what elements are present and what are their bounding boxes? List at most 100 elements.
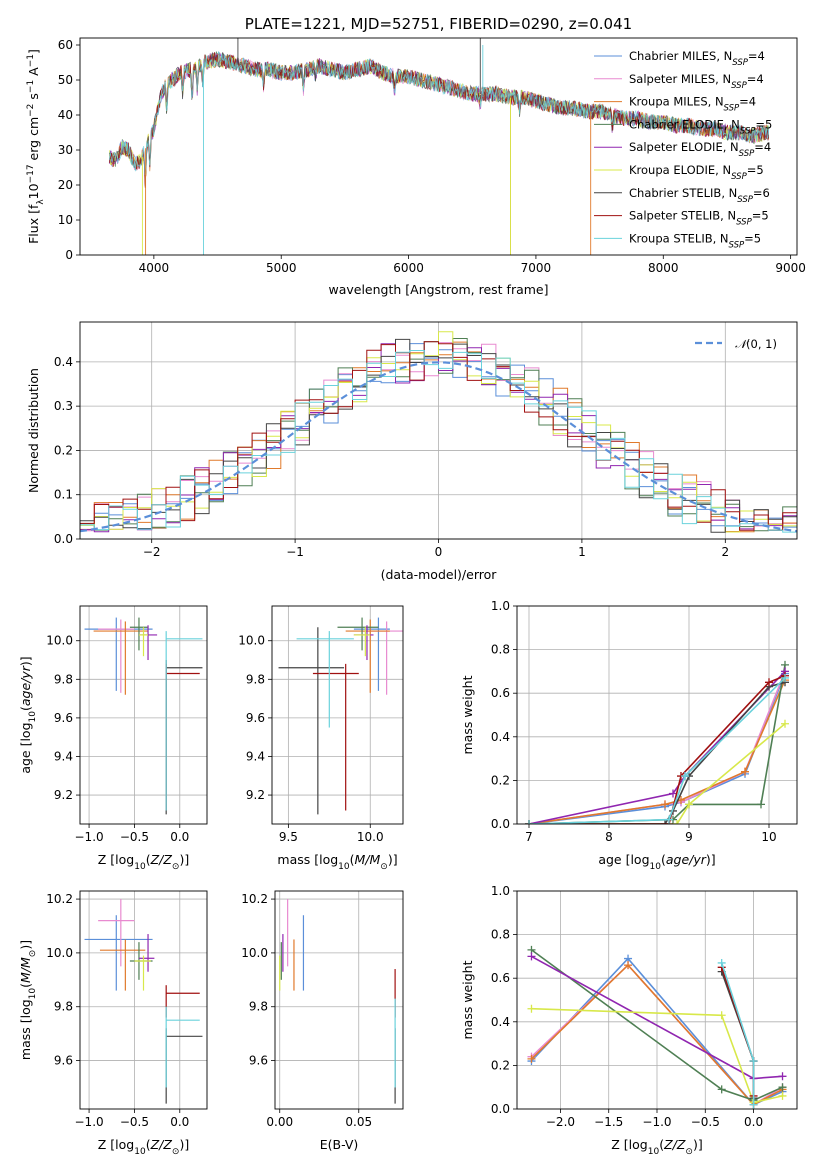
histogram-step [80, 350, 797, 539]
legend-label-main: Salpeter ELODIE, N [629, 140, 739, 154]
y-axis-label-part: s [26, 93, 41, 104]
x-axis-label-part: 10 [338, 862, 350, 872]
normal-reference-curve [80, 361, 797, 533]
weight-marker [741, 767, 749, 776]
y-tick-label: 10.2 [241, 892, 268, 906]
weight-marker [778, 1091, 787, 1100]
x-axis-label-part: ⊙ [172, 862, 180, 872]
weight-marker [685, 800, 693, 809]
y-tick-label: 9.8 [54, 672, 73, 686]
y-axis-label-part: mass [log [18, 999, 33, 1060]
x-tick-label: −0.5 [120, 830, 149, 844]
legend-label-main: Kroupa ELODIE, N [629, 163, 731, 177]
weight-line [528, 677, 786, 824]
x-axis-label: Z [log10(Z/Z⊙)] [611, 1137, 702, 1157]
legend-label-tail: =5 [747, 163, 764, 177]
legend-label-sub: SSP [729, 240, 745, 250]
y-tick-label: 9.6 [246, 711, 265, 725]
legend-label-tail: =4 [754, 140, 771, 154]
legend-label-main: Salpeter STELIB, N [629, 209, 736, 223]
x-tick-label: 6000 [393, 261, 424, 275]
x-axis-label-part: mass [log [277, 852, 338, 867]
legend-label-sub: SSP [731, 172, 747, 182]
y-tick-label: 9.6 [54, 711, 73, 725]
x-axis-label-part: ( [659, 1137, 664, 1152]
y-axis-label-part: )] [18, 656, 33, 666]
legend-label-sub: SSP [739, 149, 755, 159]
chart-title: PLATE=1221, MJD=52751, FIBERID=0290, z=0… [245, 15, 632, 33]
x-tick-label: −0.5 [120, 1115, 149, 1129]
y-axis-label-part: A [26, 67, 41, 80]
y-axis-label-part: M/M [18, 957, 33, 983]
x-tick-label: −1.5 [594, 1115, 623, 1129]
y-tick-label: 0.6 [491, 686, 510, 700]
errorbar-group [279, 899, 396, 1104]
axes-frame [79, 890, 208, 1110]
x-axis-label-part: ( [661, 852, 666, 867]
x-axis-label: E(B-V) [320, 1137, 359, 1152]
axes-frame [516, 890, 798, 1110]
axes-frame [516, 605, 798, 825]
x-tick-label: 10 [761, 830, 776, 844]
spectrum-line [108, 50, 770, 176]
x-tick-label: 0.0 [170, 1115, 189, 1129]
x-axis-label-part: ( [350, 852, 355, 867]
y-axis-label-part: 10 [26, 183, 41, 199]
weight-marker [669, 789, 677, 798]
y-tick-label: 0.0 [491, 817, 510, 831]
y-axis-label-part: erg cm [26, 117, 41, 165]
panel-6: 0.00 0.05 9.6 9.8 10.0 10.2 E(B-V) [241, 890, 404, 1152]
y-axis-label-part: ( [18, 706, 33, 711]
panel-0: 4000 5000 6000 7000 8000 9000 0 10 20 30 40 50 60 PLA… [26, 15, 806, 297]
axes-frame [79, 321, 798, 540]
y-tick-label: 30 [58, 143, 73, 157]
y-axis-label-part: ] [26, 49, 41, 54]
weight-marker [778, 1072, 787, 1081]
x-axis-label-part: 10 [134, 862, 146, 872]
y-tick-label: 0.4 [491, 730, 510, 744]
legend-label-main: Kroupa STELIB, N [629, 231, 729, 245]
x-axis-label-part: Z [log [98, 852, 134, 867]
y-axis-label: Flux [fλ10−17 erg cm−2 s−1 A−1] [26, 49, 46, 244]
x-axis-label-part: ( [146, 852, 151, 867]
panel-7: −2.0 −1.5 −1.0 −0.5 0.0 0.0 0.2 0.4 0.6 0.8 1.0 Z [… [460, 884, 798, 1157]
legend-label: Salpeter STELIB, NSSP=5 [629, 209, 769, 228]
x-tick-label: 0.05 [345, 1115, 372, 1129]
legend-label: Kroupa ELODIE, NSSP=5 [629, 163, 764, 182]
weight-marker [624, 961, 633, 970]
y-tick-label: 60 [58, 38, 73, 52]
x-tick-label: 0 [435, 545, 443, 559]
y-axis-label-part: age [log [18, 722, 33, 773]
x-tick-label: 4000 [139, 261, 170, 275]
legend-label-tail: =6 [753, 186, 770, 200]
panel-1: −2 −1 0 1 2 0.0 0.1 0.2 0.3 0.4 (data-model)/error… [26, 321, 798, 582]
legend-label: Salpeter ELODIE, NSSP=4 [629, 140, 771, 159]
weight-line [528, 679, 786, 824]
y-axis-label-part: age/yr [18, 665, 33, 706]
legend-label-tail: =4 [739, 95, 756, 109]
y-tick-label: 0.6 [491, 971, 510, 985]
x-axis-label: wavelength [Angstrom, rest frame] [328, 282, 548, 297]
x-tick-label: 9 [685, 830, 693, 844]
histogram-step [80, 341, 797, 539]
x-axis-label: Z [log10(Z/Z⊙)] [98, 1137, 189, 1157]
panel-2: −1.0 −0.5 0.09.29.49.69.810.0Z [log10(Z/Z⊙… [18, 605, 208, 872]
weight-marker [681, 772, 689, 781]
y-tick-label: 10.0 [46, 946, 73, 960]
weight-lines [525, 660, 789, 824]
x-tick-label: 10.0 [357, 830, 384, 844]
weight-marker [717, 958, 726, 967]
y-tick-label: 0.2 [491, 1058, 510, 1072]
x-axis-label-part: 10 [650, 862, 662, 872]
y-tick-label: 0.2 [491, 773, 510, 787]
weight-line [528, 670, 786, 824]
x-tick-label: 1 [578, 545, 586, 559]
weight-marker [527, 1004, 536, 1013]
y-tick-label: 0.4 [491, 1015, 510, 1029]
y-tick-label: 10.2 [46, 892, 73, 906]
x-tick-label: 0.00 [266, 1115, 293, 1129]
y-tick-label: 0.4 [54, 355, 73, 369]
weight-line [531, 949, 783, 1102]
weight-marker [527, 1054, 536, 1063]
